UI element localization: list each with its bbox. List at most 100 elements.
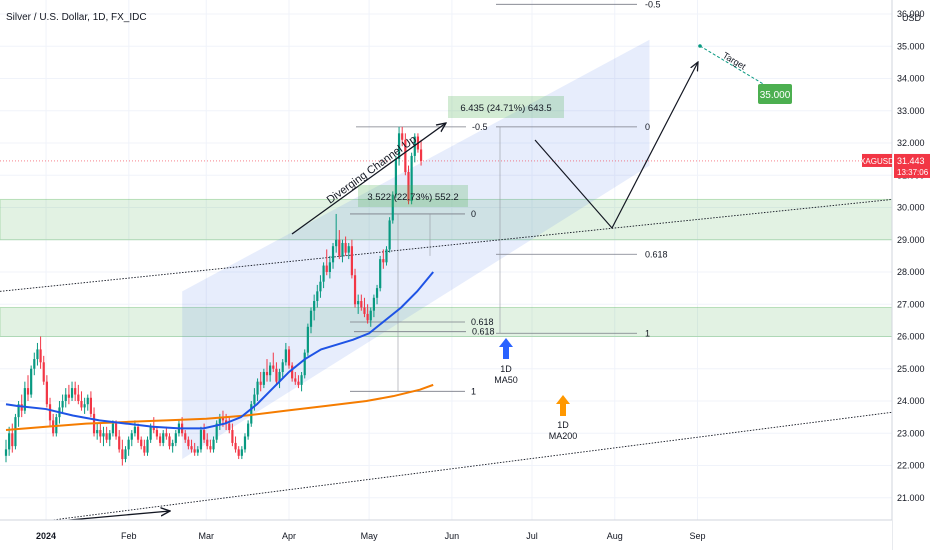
candle-body — [272, 365, 275, 369]
candle-body — [253, 394, 256, 405]
candle-body — [319, 281, 322, 292]
candle-body — [360, 301, 363, 308]
time-axis: Dec2024FebMarAprMayJunJulAugSep — [0, 519, 892, 550]
candle-body — [39, 349, 42, 363]
ma200-arrow — [556, 395, 570, 416]
candle-body — [4, 449, 8, 456]
candle-body — [297, 381, 300, 385]
candle-body — [74, 388, 77, 395]
candle-body — [269, 365, 272, 376]
price-tick-label: 22.000 — [897, 461, 925, 471]
channel-upper-line — [0, 198, 893, 292]
target-label: Target — [721, 50, 748, 72]
candle-body — [33, 359, 36, 369]
candle-body — [99, 430, 102, 437]
candle-body — [96, 430, 99, 434]
price-tick-label: 27.000 — [897, 299, 925, 309]
candle-body — [344, 242, 347, 253]
fib-2-level-label: -0.5 — [472, 122, 488, 132]
candle-body — [284, 349, 287, 363]
candle-body — [102, 433, 105, 437]
candle-body — [357, 301, 360, 305]
time-tick-label: 2024 — [36, 531, 56, 541]
candle-body — [419, 149, 423, 161]
candle-body — [347, 246, 350, 253]
candle-body — [225, 420, 228, 424]
candle-body — [158, 436, 162, 443]
candle-body — [26, 388, 30, 395]
trendlines — [0, 160, 893, 528]
candle-body — [168, 436, 171, 447]
candle-body — [275, 368, 278, 382]
candle-body — [231, 430, 234, 443]
candle-body — [316, 291, 319, 302]
fib-2-level-label: 0.618 — [645, 249, 668, 259]
candle-body — [262, 371, 265, 385]
price-tick-label: 23.000 — [897, 428, 925, 438]
target-box — [758, 84, 792, 104]
candle-body — [366, 313, 369, 321]
candles — [4, 126, 423, 466]
price-tick-label: 24.000 — [897, 396, 925, 406]
symbol-label: XAGUSD — [860, 157, 894, 166]
candle-body — [328, 262, 331, 272]
measure-box-2 — [448, 96, 564, 118]
currency-label: USD — [902, 13, 922, 23]
candle-body — [379, 259, 382, 289]
price-tick-label: 28.000 — [897, 267, 925, 277]
candle-body — [42, 362, 45, 382]
candle-body — [171, 442, 174, 447]
measure-box-1 — [358, 185, 468, 207]
candle-body — [174, 433, 177, 443]
candle-body — [363, 307, 366, 314]
channel-arrow — [291, 123, 446, 235]
candle-body — [199, 430, 203, 450]
fib-1-level-label: 1 — [471, 386, 476, 396]
candle-body — [203, 430, 206, 440]
candle-body — [234, 442, 237, 450]
price-axis-bg — [892, 0, 932, 550]
candle-body — [155, 430, 159, 437]
candle-body — [89, 397, 93, 414]
candle-body — [105, 433, 108, 440]
candle-body — [83, 404, 86, 408]
time-axis-bg — [0, 520, 892, 550]
measure-label-2: 6.435 (24.71%) 643.5 — [460, 103, 551, 114]
candle-body — [401, 133, 404, 140]
candle-body — [124, 449, 127, 460]
candle-body — [237, 449, 240, 456]
candle-body — [36, 349, 39, 360]
price-tick-label: 30.000 — [897, 203, 925, 213]
candle-body — [313, 301, 316, 311]
candle-body — [306, 326, 309, 353]
time-tick-label: Mar — [199, 531, 215, 541]
ma50-label-line: MA50 — [494, 375, 518, 385]
candle-body — [146, 439, 149, 453]
candle-body — [303, 352, 306, 376]
candle-body — [118, 436, 121, 450]
time-tick-label: Aug — [607, 531, 623, 541]
candle-body — [143, 446, 146, 453]
candle-body — [331, 246, 335, 263]
candle-body — [196, 449, 199, 453]
candle-body — [278, 371, 281, 382]
price-tick-label: 36.000 — [897, 9, 925, 19]
candle-body — [243, 436, 247, 450]
candle-body — [281, 362, 284, 372]
candle-body — [30, 368, 33, 395]
fib-2-level-label: 1 — [645, 328, 650, 338]
candle-body — [184, 433, 187, 440]
candle-body — [149, 426, 152, 440]
candle-body — [45, 381, 48, 405]
candle-body — [133, 426, 137, 434]
candle-body — [410, 155, 413, 202]
candle-body — [259, 381, 262, 385]
candle-body — [338, 239, 341, 256]
target-line — [699, 45, 771, 89]
candle-body — [325, 265, 328, 272]
candle-body — [187, 439, 190, 447]
candle-body — [80, 401, 83, 408]
symbol-badge — [862, 153, 892, 167]
candle-body — [127, 439, 130, 450]
